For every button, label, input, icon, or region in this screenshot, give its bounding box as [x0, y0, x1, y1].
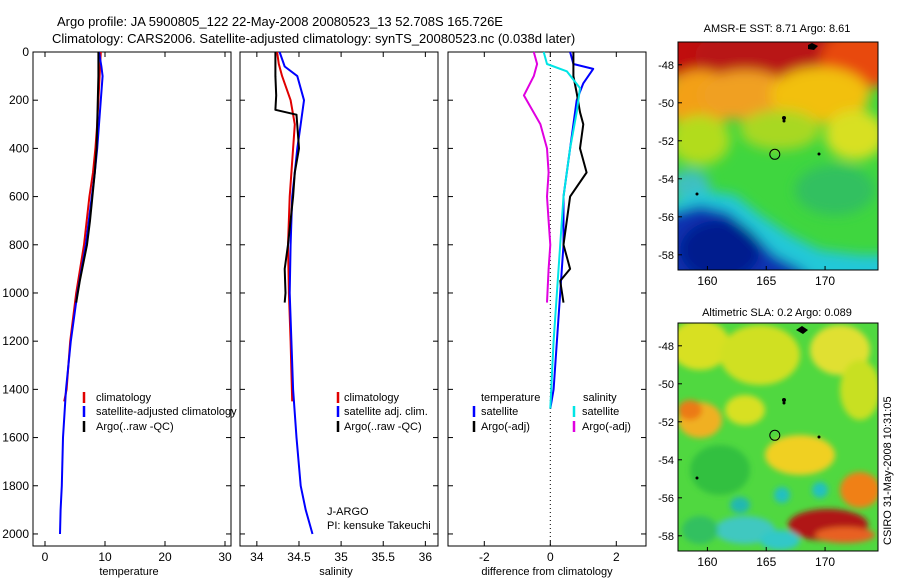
- salinity-axes-frame: [239, 51, 439, 547]
- sst-heatmap: [678, 42, 878, 270]
- salinity-lines: [274, 51, 314, 535]
- y-tick-label: 600: [9, 190, 29, 204]
- sst-map-frame: [677, 41, 879, 271]
- sla-map-title: Altimetric SLA: 0.2 Argo: 0.089: [702, 307, 852, 319]
- sst-map-panel: AMSR-E SST: 8.71 Argo: 8.61: [658, 23, 879, 288]
- x-tick-label: 20: [158, 550, 172, 564]
- x-tick-label: 0: [42, 550, 49, 564]
- map-y-tick-label: -48: [658, 341, 674, 353]
- legend-label-argo: Argo(..raw -QC): [344, 421, 422, 433]
- map-y-tick-label: -56: [658, 493, 674, 505]
- map-y-tick-label: -50: [658, 98, 674, 110]
- temperature-lines: [59, 51, 104, 535]
- legend-label-argo: Argo(..raw -QC): [96, 421, 174, 433]
- y-tick-label: 1000: [2, 286, 29, 300]
- temperature-axes-frame: [32, 51, 232, 547]
- y-tick-label: 0: [22, 45, 29, 59]
- salinity-panel: 34 34.5 35 35.5 36 salinity climatology sate…: [239, 51, 439, 578]
- salinity-legend: climatology satellite adj. clim. Argo(..…: [336, 392, 428, 433]
- map-x-tick-label: 170: [815, 555, 835, 569]
- figure-title-line1: Argo profile: JA 5900805_122 22-May-2008…: [57, 14, 503, 29]
- series-line-salinity-argo-adj: [522, 51, 552, 303]
- legend-label-climatology: climatology: [344, 392, 400, 404]
- temperature-xlabel: temperature: [99, 566, 158, 578]
- difference-ticks: -2 0 2: [448, 51, 646, 564]
- sla-map-panel: Altimetric SLA: 0.2 Argo: 0.089: [658, 307, 879, 569]
- sst-map-title: AMSR-E SST: 8.71 Argo: 8.61: [704, 23, 851, 35]
- difference-panel: -2 0 2 difference from climatology tempera…: [447, 51, 647, 578]
- legend-label-satellite: satellite-adjusted climatology: [96, 406, 237, 418]
- series-line-salinity-satellite: [542, 51, 581, 409]
- map-y-tick-label: -52: [658, 417, 674, 429]
- y-tick-label: 200: [9, 93, 29, 107]
- legend-header-temperature: temperature: [481, 392, 540, 404]
- argo-position-marker: [769, 148, 781, 160]
- legend-label-sal-argo: Argo(-adj): [582, 421, 631, 433]
- legend-label-temp-argo: Argo(-adj): [481, 421, 530, 433]
- x-tick-label: 35: [334, 550, 348, 564]
- temperature-panel: 0 10 20 30 0 200 400 600 800 1000 1200 1400 1600 1800…: [2, 45, 237, 578]
- salinity-annotation-pi: PI: kensuke Takeuchi: [327, 520, 431, 532]
- y-tick-label: 1200: [2, 334, 29, 348]
- x-tick-label: 34.5: [287, 550, 311, 564]
- series-line-argo-raw-qc: [75, 52, 100, 303]
- temperature-legend: climatology satellite-adjusted climatolo…: [82, 392, 237, 433]
- map-x-tick-label: 170: [815, 274, 835, 288]
- series-line-satellite-adjusted-climatology: [59, 51, 104, 535]
- series-line-argo-raw-qc: [274, 52, 300, 303]
- sla-map-ticks: 160 165 170 -48 -50 -52 -54 -56 -58: [658, 341, 835, 569]
- legend-header-salinity: salinity: [583, 392, 617, 404]
- x-tick-label: 2: [613, 550, 620, 564]
- map-x-tick-label: 160: [697, 555, 717, 569]
- series-line-temperature-argo-adj: [559, 52, 588, 303]
- difference-lines: [522, 51, 595, 409]
- x-tick-label: 35.5: [372, 550, 396, 564]
- map-y-tick-label: -48: [658, 60, 674, 72]
- sla-map-frame: [677, 322, 879, 552]
- salinity-annotation-project: J-ARGO: [327, 506, 369, 518]
- map-y-tick-label: -58: [658, 250, 674, 262]
- map-y-tick-label: -50: [658, 379, 674, 391]
- difference-legend: temperature salinity satellite Argo(-adj…: [472, 392, 631, 433]
- map-y-tick-label: -56: [658, 212, 674, 224]
- legend-label-temp-satellite: satellite: [481, 406, 518, 418]
- x-tick-label: 0: [547, 550, 554, 564]
- x-tick-label: 30: [218, 550, 232, 564]
- y-tick-label: 1800: [2, 479, 29, 493]
- legend-label-climatology: climatology: [96, 392, 152, 404]
- map-x-tick-label: 165: [756, 555, 776, 569]
- sla-heatmap: [678, 323, 878, 551]
- y-tick-label: 2000: [2, 527, 29, 541]
- salinity-xlabel: salinity: [319, 566, 353, 578]
- credit-text: CSIRO 31-May-2008 10:31:05: [882, 396, 894, 545]
- map-y-tick-label: -52: [658, 136, 674, 148]
- map-y-tick-label: -54: [658, 174, 674, 186]
- map-y-tick-label: -54: [658, 455, 674, 467]
- argo-position-marker: [769, 429, 781, 441]
- legend-label-sal-satellite: satellite: [582, 406, 619, 418]
- y-tick-label: 400: [9, 141, 29, 155]
- temperature-ticks: 0 10 20 30 0 200 400 600 800 1000 1200 1400 1600 1800…: [2, 45, 232, 564]
- y-tick-label: 1600: [2, 431, 29, 445]
- legend-label-satellite: satellite adj. clim.: [344, 406, 428, 418]
- salinity-ticks: 34 34.5 35 35.5 36: [240, 51, 438, 564]
- map-x-tick-label: 160: [697, 274, 717, 288]
- x-tick-label: -2: [479, 550, 490, 564]
- x-tick-label: 10: [98, 550, 112, 564]
- map-x-tick-label: 165: [756, 274, 776, 288]
- figure-title-line2: Climatology: CARS2006. Satellite-adjuste…: [52, 31, 575, 46]
- x-tick-label: 34: [250, 550, 264, 564]
- y-tick-label: 800: [9, 238, 29, 252]
- y-tick-label: 1400: [2, 382, 29, 396]
- x-tick-label: 36: [419, 550, 433, 564]
- sst-map-ticks: 160 165 170 -48 -50 -52 -54 -56 -58: [658, 60, 835, 288]
- difference-xlabel: difference from climatology: [481, 566, 613, 578]
- map-y-tick-label: -58: [658, 531, 674, 543]
